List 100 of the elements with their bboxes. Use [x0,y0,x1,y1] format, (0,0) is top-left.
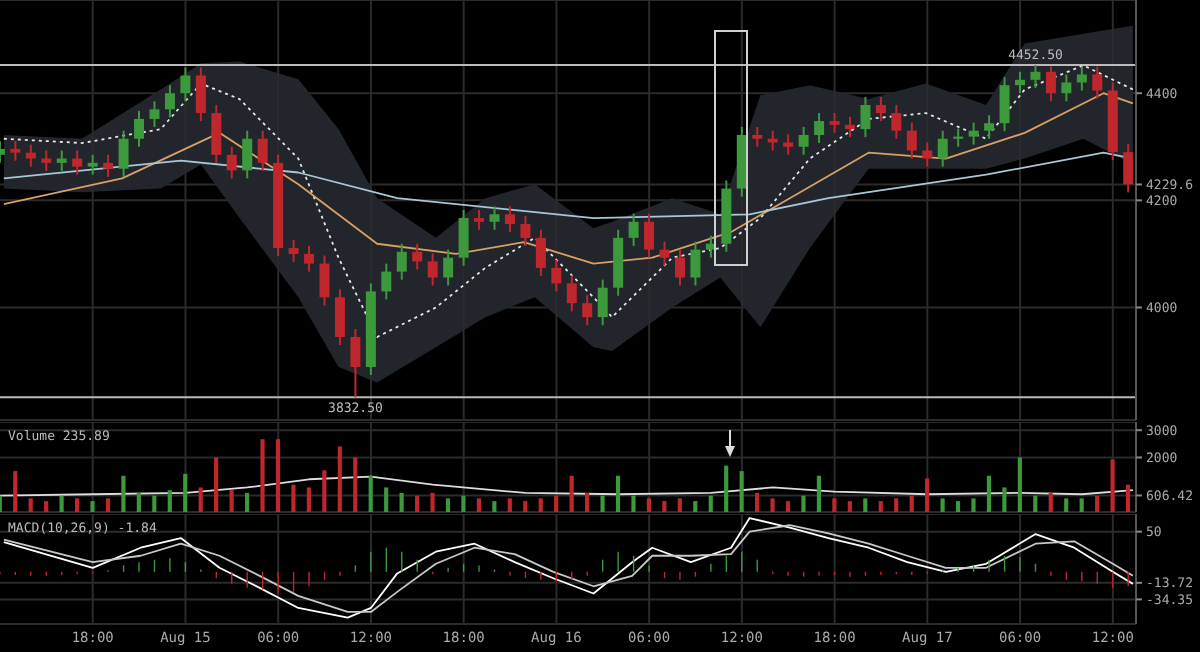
bar [214,457,219,512]
candlestick [319,254,330,307]
bar [260,439,265,512]
bar [878,501,883,512]
candlestick [1045,65,1056,103]
candlestick [304,244,315,273]
candlestick [891,104,902,140]
bar [646,498,651,512]
bar [430,492,435,512]
bar [476,498,481,512]
bar [585,492,590,512]
bar [600,495,605,512]
bar [894,498,899,512]
bar [445,498,451,512]
candlestick [566,274,577,313]
bar [785,501,791,512]
candlestick [381,262,392,301]
bar [847,501,852,512]
candlestick [875,95,886,123]
bar [306,487,311,512]
candlestick [937,129,948,168]
candlestick [1092,65,1103,100]
candlestick [674,248,685,287]
bar [940,498,945,512]
candlestick [783,133,794,156]
bar [399,492,404,512]
candlestick [41,149,52,172]
bar [986,475,992,512]
candlestick [489,205,500,231]
candlestick [226,145,237,180]
candlestick [906,121,917,160]
candlestick [103,153,114,178]
candlestick [87,153,98,176]
candlestick [860,95,871,139]
bar [1110,459,1115,512]
bar [167,490,172,512]
candlestick [535,228,546,277]
candlestick [953,127,964,148]
candlestick [628,212,639,247]
bar [1002,487,1007,512]
bar [816,475,822,512]
bar [523,501,528,512]
candlestick [520,214,531,247]
bar [925,478,930,512]
bar [105,498,111,512]
candlestick [922,141,933,168]
bar [414,495,420,512]
bar [337,446,342,512]
bar [13,471,18,512]
candlestick [288,239,299,263]
bar [677,498,682,512]
candlestick [1123,143,1134,194]
bar [492,501,497,512]
candlestick [25,143,36,168]
candlestick [334,288,345,346]
bar [693,501,698,512]
candlestick [164,84,175,119]
bar [832,498,837,512]
bar [1048,492,1053,512]
candlestick [551,258,562,293]
bar [152,495,157,512]
bar [244,492,250,512]
bar [28,498,33,512]
bar [368,475,373,512]
bar [955,501,961,512]
bar [569,475,574,512]
bar [44,501,49,512]
bar [1033,495,1038,512]
bar [322,470,327,512]
candlestick [844,115,855,139]
candlestick [1076,65,1087,92]
candlestick [412,242,423,271]
bar [1079,498,1084,512]
candlestick [814,112,825,145]
candlestick [968,121,979,146]
candlestick [396,242,407,281]
candlestick [752,125,763,148]
bar [739,471,744,512]
candlestick [56,149,67,172]
candlestick [1015,70,1025,95]
candlestick [1061,73,1072,103]
bar [229,490,234,512]
candlestick [690,240,701,287]
candlestick [984,114,995,140]
candlestick [659,240,670,267]
bar [708,495,713,512]
candlestick [443,248,454,287]
candlestick [582,294,593,327]
bar [631,495,636,512]
candlestick [458,209,469,267]
candlestick [1030,64,1041,89]
candlestick [72,149,83,176]
bar [724,465,729,512]
bar [384,487,389,512]
bar [863,498,868,512]
bar [136,492,141,512]
bar [1017,457,1022,512]
candlestick [118,129,129,178]
bar [538,498,543,512]
bar [291,484,296,512]
